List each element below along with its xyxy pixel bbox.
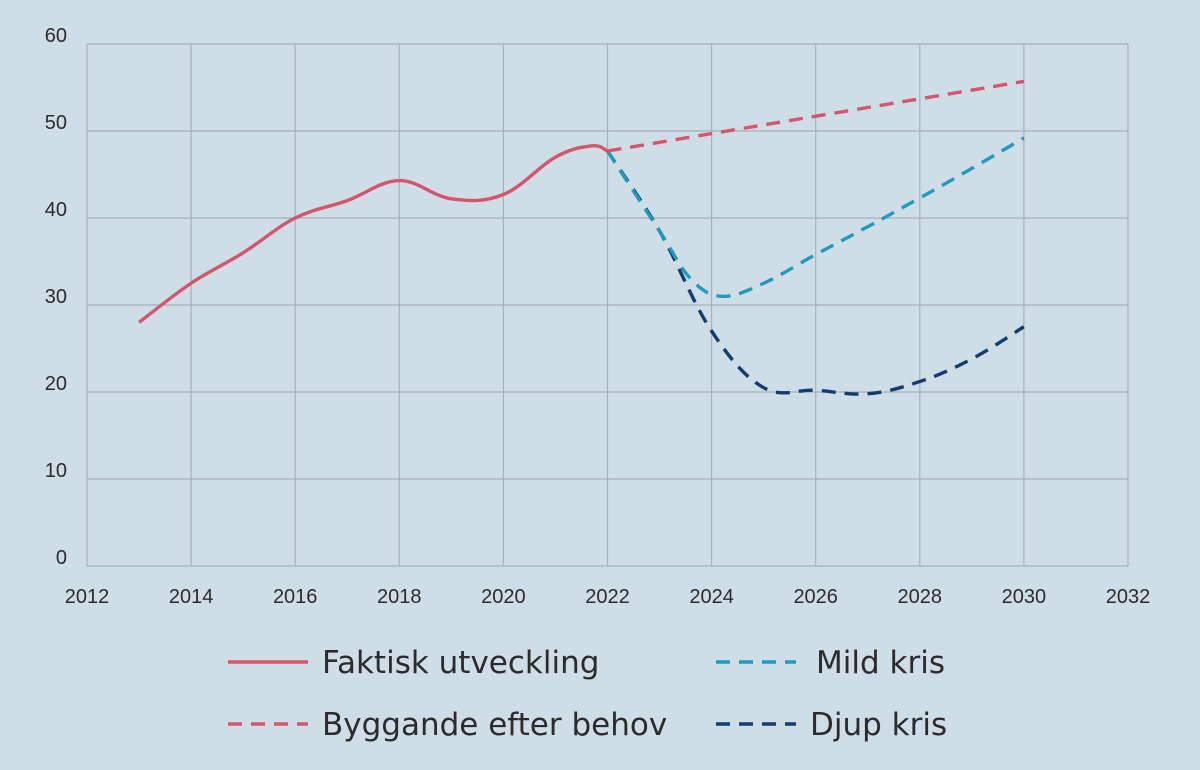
legend-label: Byggande efter behov — [322, 707, 667, 743]
y-tick-label: 40 — [45, 199, 67, 221]
x-tick-label: 2012 — [65, 586, 110, 608]
series-lines — [138, 79, 1025, 396]
x-tick-label: 2032 — [1106, 586, 1151, 608]
x-tick-label: 2026 — [793, 586, 838, 608]
series-line-faktisk-utveckling — [138, 143, 609, 324]
x-tick-label: 2016 — [273, 586, 318, 608]
x-tick-label: 2028 — [898, 586, 943, 608]
y-tick-label: 10 — [45, 460, 67, 482]
x-tick-label: 2030 — [1002, 586, 1047, 608]
series-line-byggande-efter-behov — [607, 79, 1025, 153]
grid — [86, 43, 1129, 567]
x-tick-label: 2014 — [169, 586, 214, 608]
legend-label: Mild kris — [816, 645, 945, 681]
series-line-mild-kris — [606, 136, 1025, 299]
x-tick-label: 2024 — [689, 586, 734, 608]
x-tick-label: 2020 — [481, 586, 526, 608]
y-tick-label: 0 — [56, 547, 67, 569]
y-tick-label: 20 — [45, 373, 67, 395]
x-tick-label: 2018 — [377, 586, 422, 608]
y-tick-label: 50 — [45, 112, 67, 134]
y-tick-label: 30 — [45, 286, 67, 308]
legend-label: Faktisk utveckling — [322, 645, 599, 681]
y-tick-label: 60 — [45, 25, 67, 47]
x-tick-label: 2022 — [585, 586, 630, 608]
series-line-djup-kris — [606, 150, 1025, 396]
legend: Faktisk utveckling Mild kris Byggande efte… — [228, 645, 947, 743]
legend-label: Djup kris — [810, 707, 947, 743]
